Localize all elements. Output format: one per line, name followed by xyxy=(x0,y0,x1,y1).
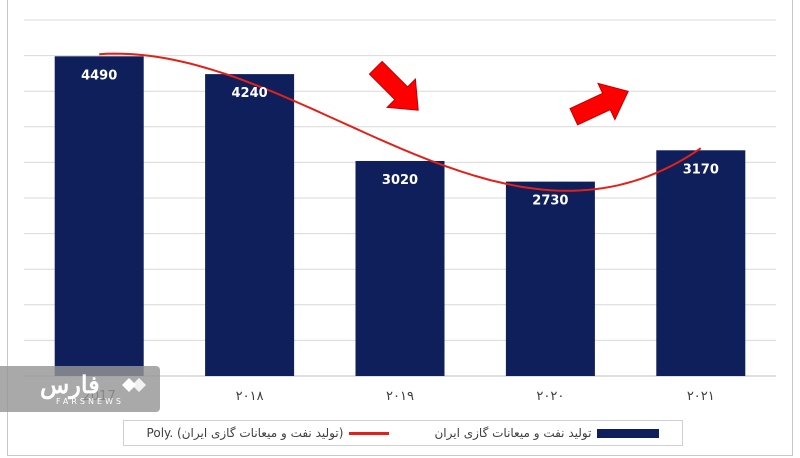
legend-item-bars: تولید نفت و میعانات گازی ایران xyxy=(434,426,660,440)
x-tick-label: ۲۰۲۰ xyxy=(536,389,564,404)
data-label: 4490 xyxy=(81,68,117,83)
news-watermark: فارس FARSNEWS xyxy=(0,366,160,412)
legend-item-trendline: Poly. (تولید نفت و میعانات گازی ایران) xyxy=(147,426,390,440)
bar xyxy=(505,181,595,376)
annotation-arrows xyxy=(368,60,629,126)
x-tick-label: ۲۰۱۸ xyxy=(236,389,264,404)
bar xyxy=(355,160,445,376)
data-labels: 4490 4240 3020 2730 3170 xyxy=(81,68,719,208)
bar xyxy=(656,150,746,376)
legend-bar-swatch xyxy=(597,428,660,438)
bars xyxy=(54,56,746,376)
data-label: 4240 xyxy=(232,86,268,101)
data-label: 3170 xyxy=(683,162,719,177)
up-right-arrow xyxy=(569,82,629,126)
x-axis-ticks: 2017۲۰۱۸۲۰۱۹۲۰۲۰۲۰۲۱ xyxy=(83,389,715,404)
farsnews-logo-icon xyxy=(122,378,146,392)
legend-trendline-label: Poly. (تولید نفت و میعانات گازی ایران) xyxy=(146,426,344,440)
bar xyxy=(54,56,144,376)
legend-trendline-swatch xyxy=(349,431,390,435)
legend: Poly. (تولید نفت و میعانات گازی ایران) ت… xyxy=(123,420,683,446)
watermark-subtext: FARSNEWS xyxy=(56,397,125,406)
data-label: 2730 xyxy=(532,194,568,209)
x-tick-label: ۲۰۱۹ xyxy=(386,389,414,404)
down-right-arrow xyxy=(368,60,419,111)
data-label: 3020 xyxy=(382,173,418,188)
bar xyxy=(205,74,295,376)
polynomial-trendline xyxy=(99,52,702,192)
x-tick-label: ۲۰۲۱ xyxy=(687,389,715,404)
legend-bar-label: تولید نفت و میعانات گازی ایران xyxy=(434,426,592,440)
watermark-logo-text: فارس xyxy=(40,370,100,399)
chart-frame xyxy=(7,0,793,456)
